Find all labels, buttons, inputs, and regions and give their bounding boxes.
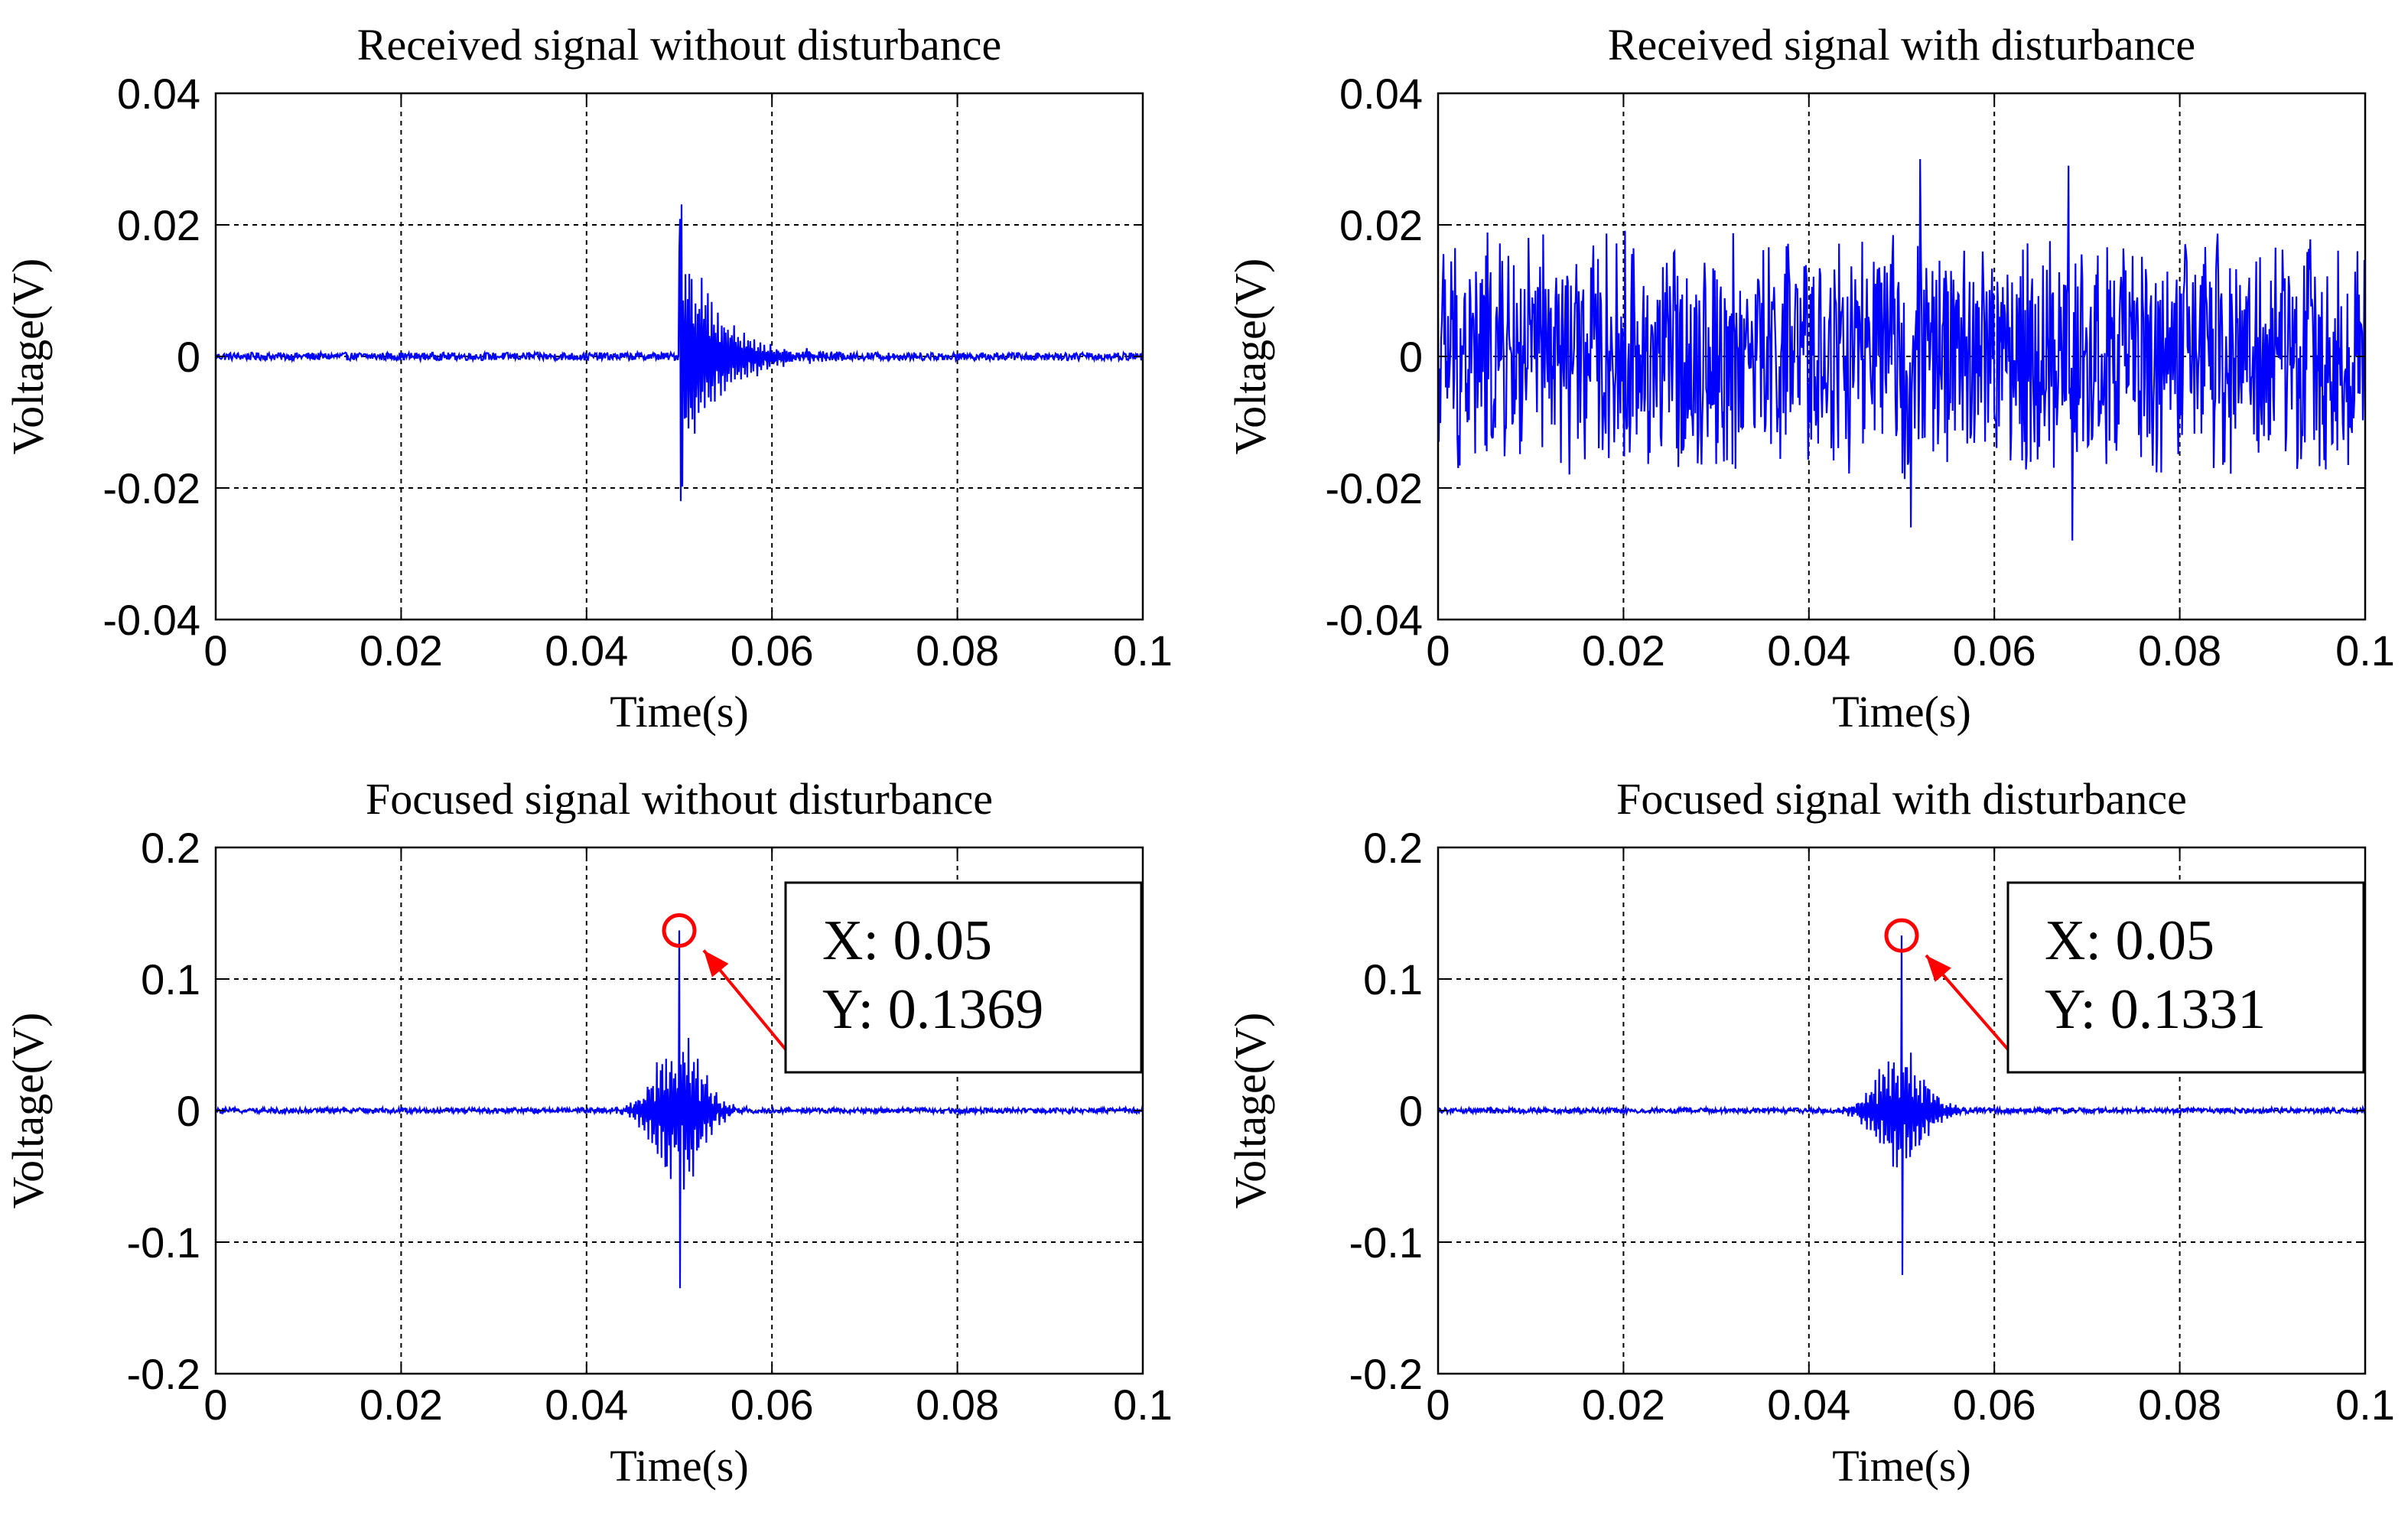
y-tick-label: -0.04 [103, 596, 200, 644]
series-line-focused-disturbed [1437, 935, 2367, 1276]
chart-title: Focused signal with disturbance [1616, 774, 2187, 824]
datatip-y-label: Y: 0.1331 [2045, 978, 2266, 1041]
y-tick-label: -0.02 [103, 464, 200, 512]
y-tick-label: 0.1 [141, 955, 200, 1003]
x-tick-label: 0.04 [1767, 1381, 1850, 1429]
x-tick-label: 0.06 [1953, 1381, 2036, 1429]
y-tick-label: 0 [177, 333, 200, 381]
x-tick-label: 0.1 [2335, 1381, 2395, 1429]
y-tick-label: 0.2 [141, 824, 200, 872]
y-tick-label: 0 [1399, 333, 1423, 381]
datatip-arrowhead [1926, 955, 1951, 982]
chart-title: Focused signal without disturbance [366, 774, 993, 824]
x-tick-label: 0.06 [1953, 626, 2036, 675]
chart-title: Received signal without disturbance [357, 20, 1001, 70]
x-axis-label: Time(s) [610, 687, 749, 737]
x-tick-label: 0.02 [1582, 626, 1665, 675]
x-tick-label: 0.04 [545, 626, 628, 675]
y-axis-label: Voltage(V) [3, 259, 53, 455]
x-tick-label: 0.1 [2335, 626, 2395, 675]
datatip-x-label: X: 0.05 [2045, 909, 2214, 972]
y-tick-label: -0.2 [127, 1350, 201, 1398]
x-tick-label: 0.04 [1767, 626, 1850, 675]
x-tick-label: 0.08 [2138, 1381, 2221, 1429]
y-tick-label: -0.04 [1325, 596, 1423, 644]
datatip-box[interactable] [2006, 881, 2365, 1074]
y-tick-label: -0.02 [1325, 464, 1423, 512]
x-tick-label: 0.02 [1582, 1381, 1665, 1429]
x-tick-label: 0 [1426, 626, 1450, 675]
x-tick-label: 0.1 [1113, 1381, 1173, 1429]
series-line-received-disturbed [1437, 158, 2367, 541]
x-tick-label: 0.06 [731, 1381, 814, 1429]
y-axis-label: Voltage(V) [3, 1013, 53, 1209]
chart-panel-2: 0 0.02 0.04 0.06 0.08 0.1 -0.04 -0.02 0 0.02 0.04 R… [1225, 20, 2395, 737]
x-axis-label: Time(s) [1832, 687, 1971, 737]
x-axis-label: Time(s) [1832, 1441, 1971, 1491]
y-tick-label: 0.02 [1339, 201, 1423, 249]
x-tick-label: 0 [203, 626, 227, 675]
y-tick-label: -0.1 [1349, 1218, 1424, 1267]
x-tick-label: 0.04 [545, 1381, 628, 1429]
y-tick-label: 0 [177, 1087, 200, 1135]
y-tick-label: 0.1 [1363, 955, 1423, 1003]
y-tick-label: 0.04 [117, 70, 200, 118]
chart-panel-4: 0 0.02 0.04 0.06 0.08 0.1 -0.2 -0.1 0 0.1 0.2 Focus… [1225, 774, 2395, 1491]
chart-panel-3: 0 0.02 0.04 0.06 0.08 0.1 -0.2 -0.1 0 0.1 0.2 Focus… [3, 774, 1173, 1491]
x-tick-label: 0.06 [731, 626, 814, 675]
datatip-x-label: X: 0.05 [822, 909, 992, 972]
x-tick-label: 0.08 [916, 626, 999, 675]
x-tick-label: 0 [1426, 1381, 1450, 1429]
x-tick-label: 0.08 [916, 1381, 999, 1429]
x-tick-label: 0.1 [1113, 626, 1173, 675]
datatip-y-label: Y: 0.1369 [822, 978, 1043, 1041]
y-tick-label: 0 [1399, 1087, 1423, 1135]
y-tick-label: 0.02 [117, 201, 200, 249]
y-tick-label: -0.1 [127, 1218, 201, 1267]
y-tick-label: 0.2 [1363, 824, 1423, 872]
x-tick-label: 0.02 [360, 1381, 443, 1429]
series-line-focused [215, 930, 1144, 1289]
x-axis-label: Time(s) [610, 1441, 749, 1491]
datatip-marker[interactable] [1884, 918, 1919, 953]
x-tick-label: 0.08 [2138, 626, 2221, 675]
datatip-arrowhead [704, 950, 729, 977]
chart-panel-1: 0 0.02 0.04 0.06 0.08 0.1 -0.04 -0.02 0 0.02 0.04 R… [3, 20, 1173, 737]
datatip-marker[interactable] [662, 913, 697, 948]
chart-title: Received signal with disturbance [1608, 20, 2195, 70]
y-tick-label: -0.2 [1349, 1350, 1424, 1398]
x-tick-label: 0 [203, 1381, 227, 1429]
y-axis-label: Voltage(V) [1225, 1013, 1275, 1209]
series-line-received [214, 204, 1144, 502]
y-axis-label: Voltage(V) [1225, 259, 1275, 455]
datatip-box[interactable] [784, 881, 1143, 1074]
x-tick-label: 0.02 [360, 626, 443, 675]
y-tick-label: 0.04 [1339, 70, 1423, 118]
